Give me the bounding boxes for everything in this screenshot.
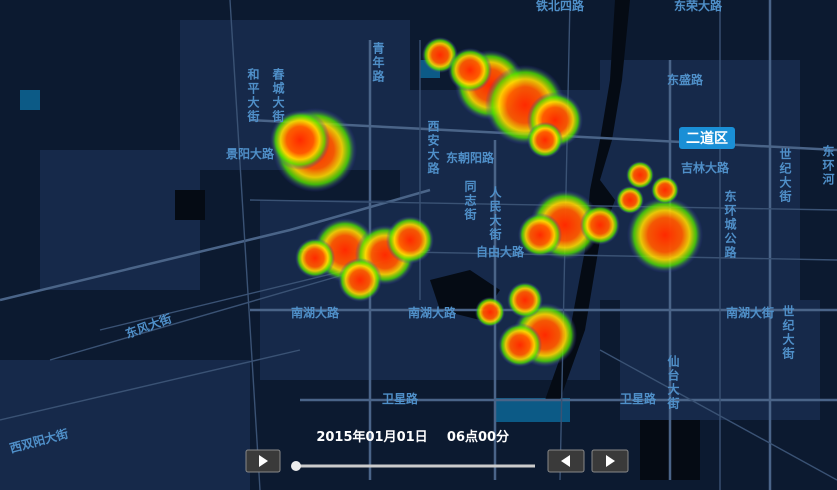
street-label: 东盛路	[667, 72, 704, 87]
district-badge	[679, 127, 735, 149]
play-button[interactable]	[245, 449, 281, 473]
street-label: 同志街	[463, 180, 477, 222]
street-label: 南湖大街	[726, 305, 774, 320]
street-label: 南湖大路	[408, 305, 457, 320]
street-label: 东环城公路	[723, 189, 737, 260]
street-label: 卫星路	[620, 391, 657, 406]
heatmap	[270, 37, 703, 367]
street-label: 吉林大路	[681, 160, 730, 175]
street-label: 景阳大路	[226, 146, 275, 161]
street-label: 春城大街	[271, 67, 285, 124]
street-label: 卫星路	[382, 391, 419, 406]
street-label: 南湖大路	[291, 305, 340, 320]
street-label: 东荣大路	[674, 0, 723, 13]
street-label: 世纪大街	[781, 304, 795, 361]
street-label: 人民大街	[488, 185, 502, 242]
street-labels: 铁北四路 东荣大路 景阳大路 东朝阳路 吉林大路 东风大街 南湖大路 南湖大路 …	[8, 0, 835, 456]
street-label: 和平大街	[246, 67, 260, 124]
prev-button[interactable]	[547, 449, 585, 473]
blocks	[0, 0, 820, 490]
timeline-time: 06点00分	[447, 429, 509, 445]
street-label: 东环河	[821, 144, 835, 187]
timeline-date: 2015年01月01日	[316, 429, 427, 445]
street-label: 西安大路	[426, 120, 440, 176]
next-button[interactable]	[591, 449, 629, 473]
street-label: 青年路	[371, 41, 385, 84]
time-slider[interactable]	[291, 461, 535, 471]
street-label: 仙台大街	[666, 354, 680, 411]
district-label: 二道区	[686, 130, 728, 147]
street-label: 铁北四路	[536, 0, 585, 13]
street-label: 世纪大街	[778, 147, 792, 204]
street-label: 东朝阳路	[446, 150, 495, 165]
street-label: 自由大路	[476, 244, 525, 259]
